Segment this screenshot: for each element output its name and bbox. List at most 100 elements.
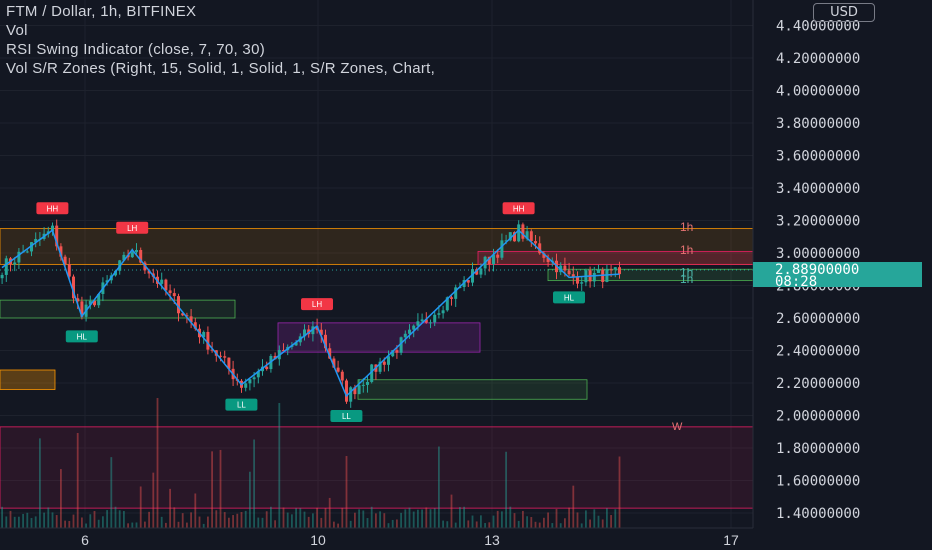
symbol-title[interactable]: FTM / Dollar, 1h, BITFINEX [6,3,197,20]
volume-bar [337,523,339,528]
candle-body [328,348,332,359]
candle-body [454,287,458,299]
volume-bar [207,516,209,528]
candle-body [580,282,584,284]
candle-body [492,254,495,265]
volume-bar [383,513,386,528]
volume-bar [144,521,146,528]
candle-body [424,319,428,323]
candle-body [206,331,210,350]
candle-body [504,240,508,242]
volume-bar [131,522,134,528]
candle-body [429,322,432,324]
candle-body [487,256,491,265]
price-axis-tick: 3.40000000 [776,181,860,197]
swing-label-text: LH [127,224,137,233]
volume-bar [9,510,12,528]
candle-body [265,366,269,370]
candle-body [324,334,327,349]
candle-body [273,355,277,360]
volume-bar [51,512,54,528]
volume-bar [488,522,491,528]
volume-bar [18,516,20,528]
time-axis-tick: 10 [310,532,326,548]
volume-bar [186,522,188,528]
swing-label-hl: HL [65,330,98,343]
rsi-indicator-label[interactable]: RSI Swing Indicator (close, 7, 70, 30) [6,41,266,58]
candle-body [370,364,374,382]
volume-bar [375,513,377,528]
volume-bar [547,512,549,528]
volume-bar [156,398,159,528]
candle-body [340,371,344,381]
candle-body [408,329,411,334]
volume-bar [501,511,503,528]
candle-body [0,274,4,279]
candle-body [496,254,500,258]
volume-indicator-label[interactable]: Vol [6,22,28,39]
price-axis-tick: 2.60000000 [776,311,860,327]
candle-body [55,225,59,247]
candle-body [529,231,533,242]
candle-body [437,313,441,315]
candle-body [576,277,579,284]
volume-bar [333,521,335,528]
swing-label-box [36,202,69,215]
volume-bar [39,438,41,528]
sr-zones-indicator-label[interactable]: Vol S/R Zones (Right, 15, Solid, 1, Soli… [6,60,436,77]
volume-bar [232,515,234,528]
volume-bar [597,515,600,528]
volume-bar [278,403,281,528]
candle-body [97,293,101,306]
currency-button[interactable]: USD [813,3,875,22]
volume-bar [454,522,457,528]
candle-body [105,280,109,283]
price-axis-tick: 4.40000000 [776,19,860,35]
volume-bar [26,512,29,528]
candle-body [517,224,521,242]
candle-body [521,224,525,239]
volume-bar [404,509,407,528]
volume-bar [68,521,71,528]
candle-body [445,297,449,311]
candle-body [366,381,369,385]
candle-countdown: 08:28 [775,274,818,290]
volume-bar [257,517,260,528]
price-axis-tick: 2.40000000 [776,344,860,360]
volume-bar [429,509,432,528]
candle-body [181,313,185,316]
volume-bar [555,508,558,528]
volume-bar [55,515,58,528]
volume-bar [198,516,201,528]
volume-bar [30,517,33,528]
volume-bar [551,523,554,528]
candle-body [189,316,193,323]
volume-bar [425,507,428,528]
candle-body [130,252,134,258]
volume-bar [396,519,398,528]
volume-bar [85,523,87,528]
volume-bar [354,512,356,528]
candle-body [542,253,546,258]
volume-bar [492,515,495,528]
volume-bar [417,509,419,528]
price-axis-tick: 1.40000000 [776,506,860,522]
volume-bar [475,521,478,528]
swing-label-ll: LL [225,398,258,411]
candle-body [80,301,84,317]
candle-body [345,380,348,402]
candle-body [93,300,96,306]
volume-bar [324,508,327,528]
volume-bar [110,457,113,528]
volume-bar [64,520,66,528]
volume-bar [433,508,436,528]
volume-bar [177,521,180,528]
price-axis-tick: 3.80000000 [776,116,860,132]
volume-bar [496,510,499,528]
volume-bar [76,433,79,528]
candle-body [403,333,407,338]
sr-zone [0,299,236,319]
price-axis-tick: 3.60000000 [776,149,860,165]
candle-body [210,349,214,351]
volume-bar [538,522,541,528]
